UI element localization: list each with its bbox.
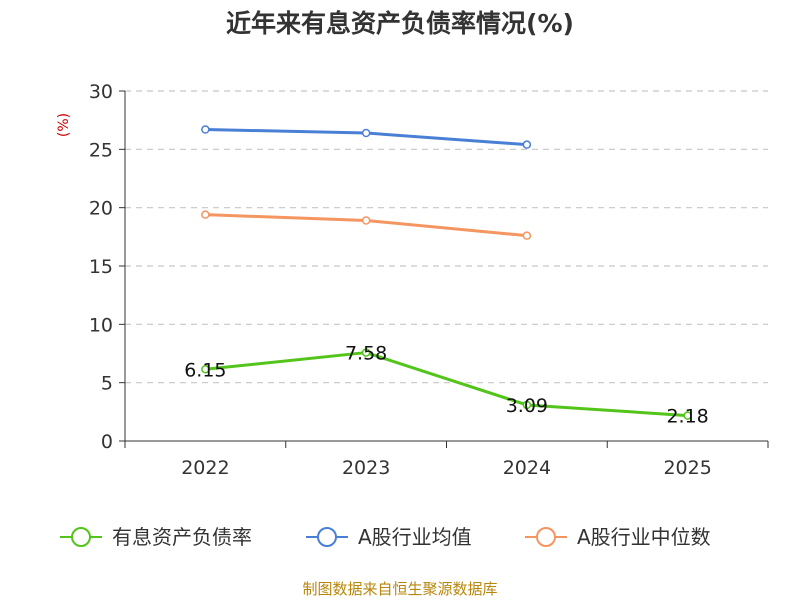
data-point [683, 411, 692, 420]
data-point [522, 140, 532, 149]
legend-label: 有息资产负债率 [112, 525, 252, 549]
legend-item-1: A股行业均值 [306, 525, 472, 549]
data-point [522, 231, 532, 240]
series-0: 6.15 7.58 3.09 2.18 [184, 343, 709, 428]
y-tick-label: 10 [89, 314, 113, 336]
source-note: 制图数据来自恒生聚源数据库 [302, 580, 497, 598]
y-tick-label: 25 [89, 139, 113, 161]
x-tick-label: 2022 [181, 457, 229, 479]
series-2 [201, 210, 532, 240]
data-point [361, 128, 371, 138]
legend-label: A股行业中位数 [577, 525, 711, 549]
series-line [205, 351, 688, 418]
grid [125, 90, 768, 384]
series-1 [201, 125, 532, 149]
data-label: 7.58 [345, 343, 387, 365]
x-tick-label: 2023 [342, 457, 390, 479]
legend-item-0: 有息资产负债率 [60, 525, 252, 549]
data-label: 2.18 [666, 406, 708, 428]
data-point [201, 365, 210, 374]
x-tick-label: 2024 [503, 457, 551, 479]
x-tick-label: 2025 [663, 457, 711, 479]
y-tick-label: 5 [101, 373, 113, 395]
y-tick-label: 20 [89, 198, 113, 220]
chart-title: 近年来有息资产负债率情况(%) [226, 9, 574, 38]
y-tick-label: 15 [89, 256, 113, 278]
legend-swatch-marker [317, 527, 337, 547]
legend-item-2: A股行业中位数 [525, 525, 711, 549]
legend-swatch-marker [71, 527, 91, 547]
legend-swatch-marker [536, 527, 556, 547]
data-point [201, 125, 210, 134]
legend: 有息资产负债率 A股行业均值 A股行业中位数 [60, 525, 711, 549]
y-tick-label: 30 [89, 81, 113, 103]
series-layer: 6.15 7.58 3.09 2.18 [184, 125, 709, 428]
data-point [361, 216, 371, 225]
y-tick-label: 0 [101, 431, 113, 453]
legend-label: A股行业均值 [358, 525, 472, 549]
data-label: 6.15 [184, 359, 226, 381]
data-point [361, 348, 371, 357]
y-axis-unit: (%) [56, 113, 72, 137]
data-label: 3.09 [506, 395, 548, 417]
data-point [522, 400, 532, 410]
data-point [201, 210, 210, 219]
